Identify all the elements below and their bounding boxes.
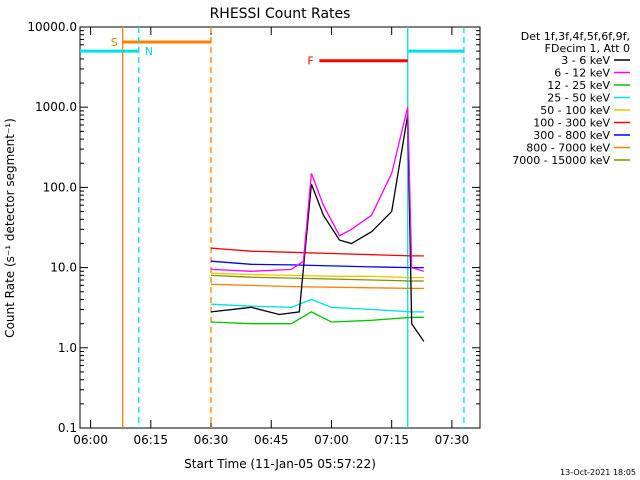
- series-line: [210, 311, 424, 325]
- legend-label: 300 - 800 keV: [533, 129, 610, 142]
- interval-label: F: [307, 55, 313, 68]
- interval-label: N: [145, 45, 153, 58]
- legend-label: 3 - 6 keV: [561, 54, 610, 67]
- series-line: [210, 283, 424, 290]
- legend-label: 100 - 300 keV: [533, 117, 610, 130]
- series-line: [210, 114, 425, 342]
- interval-label: S: [111, 36, 118, 49]
- series-line: [210, 274, 424, 282]
- timestamp: 13-Oct-2021 18:05: [560, 468, 636, 477]
- x-axis-label: Start Time (11-Jan-05 05:57:22): [184, 457, 376, 471]
- x-tick-label: 06:30: [194, 433, 229, 447]
- series-line: [210, 107, 424, 272]
- y-tick-label: 1000.0: [35, 100, 77, 114]
- y-tick-label: 10.0: [50, 261, 77, 275]
- y-tick-label: 1.0: [58, 341, 77, 355]
- x-tick-label: 07:00: [314, 433, 349, 447]
- legend-label: 50 - 100 keV: [540, 104, 610, 117]
- y-tick-label: 0.1: [58, 421, 77, 435]
- x-tick-label: 07:15: [374, 433, 409, 447]
- legend-header-2: FDecim 1, Att 0: [545, 42, 630, 55]
- plot-area: 06:00 06:15 06:30 06:45 07:00 07:15 07:30 0.1 1.…: [27, 20, 481, 447]
- y-axis-label: Count Rate (s⁻¹ detector segment⁻¹): [3, 118, 17, 338]
- legend-label: 800 - 7000 keV: [526, 142, 610, 155]
- series-line: [210, 260, 424, 269]
- x-tick-label: 06:00: [73, 433, 108, 447]
- series-line: [210, 272, 424, 279]
- x-tick-label: 06:15: [133, 433, 168, 447]
- legend-label: 6 - 12 keV: [554, 67, 610, 80]
- legend-label: 12 - 25 keV: [547, 79, 610, 92]
- x-tick-label: 07:30: [435, 433, 470, 447]
- legend-label: 7000 - 15000 keV: [512, 154, 610, 167]
- plot-frame: [79, 26, 481, 429]
- chart-title: RHESSI Count Rates: [210, 6, 351, 22]
- y-tick-label: 100.0: [43, 180, 77, 194]
- series-line: [210, 298, 424, 313]
- legend-header-1: Det 1f,3f,4f,5f,6f,9f,: [521, 30, 630, 43]
- y-tick-label: 10000.0: [27, 20, 77, 34]
- legend-label: 25 - 50 keV: [547, 92, 610, 105]
- series-line: [210, 247, 424, 257]
- x-tick-label: 06:45: [254, 433, 289, 447]
